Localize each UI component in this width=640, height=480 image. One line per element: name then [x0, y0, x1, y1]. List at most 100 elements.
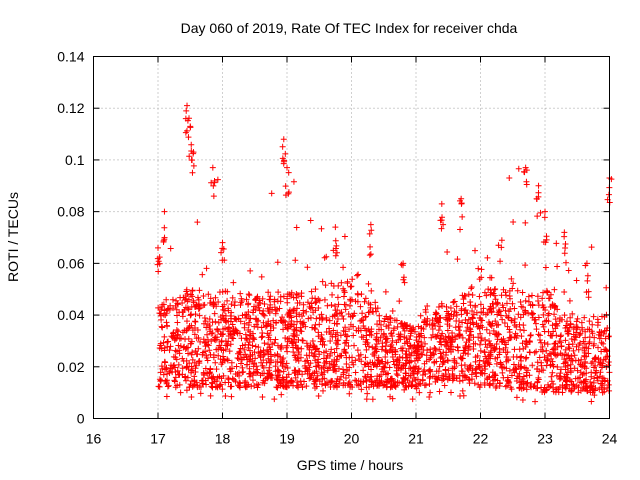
data-point	[184, 363, 191, 370]
data-point	[334, 307, 341, 314]
data-point	[210, 193, 217, 200]
data-point	[332, 245, 339, 252]
data-point	[308, 372, 315, 379]
data-point	[563, 355, 570, 362]
data-point	[510, 280, 517, 287]
data-point	[532, 316, 539, 323]
data-point	[308, 300, 315, 307]
data-point	[173, 334, 180, 341]
data-point	[492, 355, 499, 362]
data-point	[353, 327, 360, 334]
data-point	[239, 342, 246, 349]
data-point	[237, 351, 244, 358]
data-point	[366, 252, 373, 259]
data-point	[525, 293, 532, 300]
data-point	[574, 315, 581, 322]
data-point	[156, 310, 163, 317]
data-point	[522, 219, 529, 226]
data-point	[396, 354, 403, 361]
data-point	[294, 371, 301, 378]
data-point	[294, 305, 301, 312]
data-point	[177, 389, 184, 396]
data-point	[356, 356, 363, 363]
data-point	[465, 336, 472, 343]
data-point	[341, 347, 348, 354]
data-point	[214, 176, 221, 183]
data-point	[246, 339, 253, 346]
data-point	[324, 367, 331, 374]
data-point	[522, 355, 529, 362]
data-point	[260, 319, 267, 326]
data-point	[387, 319, 394, 326]
data-point	[579, 361, 586, 368]
data-point	[598, 348, 605, 355]
data-point	[250, 307, 257, 314]
data-point	[280, 136, 287, 143]
data-point	[456, 378, 463, 385]
data-point	[573, 334, 580, 341]
data-point	[448, 343, 455, 350]
data-point	[412, 383, 419, 390]
data-point	[562, 244, 569, 251]
data-point	[467, 298, 474, 305]
data-point	[564, 362, 571, 369]
data-point	[430, 351, 437, 358]
data-point	[360, 323, 367, 330]
data-point	[278, 391, 285, 398]
data-point	[265, 350, 272, 357]
data-point	[460, 392, 467, 399]
data-point	[427, 346, 434, 353]
data-point	[473, 373, 480, 380]
data-point	[185, 350, 192, 357]
data-point	[429, 325, 436, 332]
data-point	[229, 294, 236, 301]
data-point	[589, 330, 596, 337]
data-point	[328, 301, 335, 308]
data-point	[605, 333, 612, 340]
data-point	[541, 354, 548, 361]
data-point	[342, 306, 349, 313]
data-point	[497, 359, 504, 366]
data-point	[510, 218, 517, 225]
data-point	[159, 365, 166, 372]
data-point	[513, 334, 520, 341]
data-point	[456, 323, 463, 330]
data-point	[160, 237, 167, 244]
data-point	[378, 358, 385, 365]
data-point	[396, 359, 403, 366]
data-point	[421, 318, 428, 325]
data-point	[247, 356, 254, 363]
data-point	[466, 343, 473, 350]
data-point	[217, 356, 224, 363]
data-point	[472, 247, 479, 254]
data-point	[549, 369, 556, 376]
data-point	[197, 338, 204, 345]
data-point	[266, 371, 273, 378]
data-point	[548, 332, 555, 339]
data-point	[181, 327, 188, 334]
x-tick-label: 24	[602, 431, 618, 447]
data-point	[164, 306, 171, 313]
data-point	[463, 310, 470, 317]
data-point	[517, 365, 524, 372]
data-point	[179, 365, 186, 372]
data-point	[298, 328, 305, 335]
data-point	[462, 307, 469, 314]
data-point	[204, 341, 211, 348]
data-point	[167, 365, 174, 372]
data-point	[373, 308, 380, 315]
data-point	[601, 346, 608, 353]
data-point	[440, 336, 447, 343]
data-point	[495, 321, 502, 328]
data-point	[266, 359, 273, 366]
data-point	[377, 379, 384, 386]
data-point	[188, 351, 195, 358]
data-point	[354, 291, 361, 298]
data-point	[533, 326, 540, 333]
data-point	[458, 355, 465, 362]
data-point	[557, 350, 564, 357]
data-point	[563, 377, 570, 384]
data-point	[586, 339, 593, 346]
data-point	[290, 340, 297, 347]
